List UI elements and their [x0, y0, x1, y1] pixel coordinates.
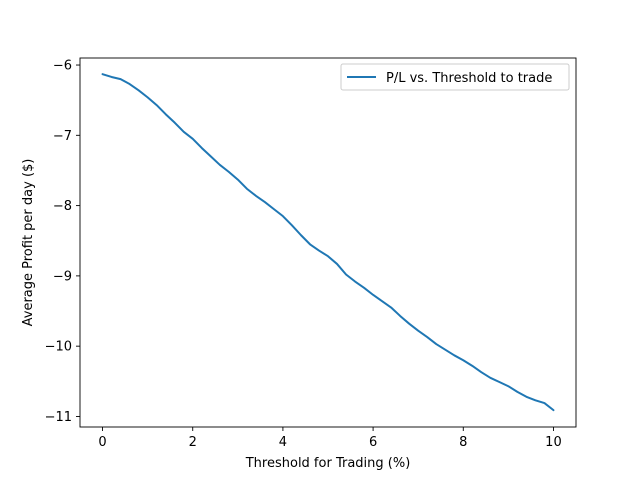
plot-area [80, 58, 576, 427]
x-tick-label: 4 [279, 435, 287, 450]
y-tick-label: −10 [45, 340, 72, 355]
legend-label: P/L vs. Threshold to trade [386, 71, 552, 86]
y-axis-ticks: −6 −7 −8 −9 −10 −11 [45, 59, 80, 425]
x-tick-label: 0 [98, 435, 106, 450]
x-axis-label: Threshold for Trading (%) [245, 456, 411, 471]
y-tick-label: −9 [53, 269, 72, 284]
y-tick-label: −8 [53, 199, 72, 214]
legend-box [340, 63, 570, 91]
x-tick-label: 8 [459, 435, 467, 450]
x-tick-label: 6 [369, 435, 377, 450]
y-tick-label: −6 [53, 59, 72, 74]
x-axis-ticks: 0 2 4 6 8 10 [98, 427, 562, 450]
series-line-0 [101, 73, 555, 412]
y-tick-label: −7 [53, 129, 72, 144]
plot-frame [79, 57, 577, 428]
x-tick-label: 2 [189, 435, 197, 450]
y-tick-label: −11 [45, 410, 72, 425]
x-tick-label: 10 [545, 435, 562, 450]
series-layer [101, 73, 555, 412]
y-axis-label: Average Profit per day ($) [21, 159, 36, 327]
legend: P/L vs. Threshold to trade [340, 63, 570, 91]
